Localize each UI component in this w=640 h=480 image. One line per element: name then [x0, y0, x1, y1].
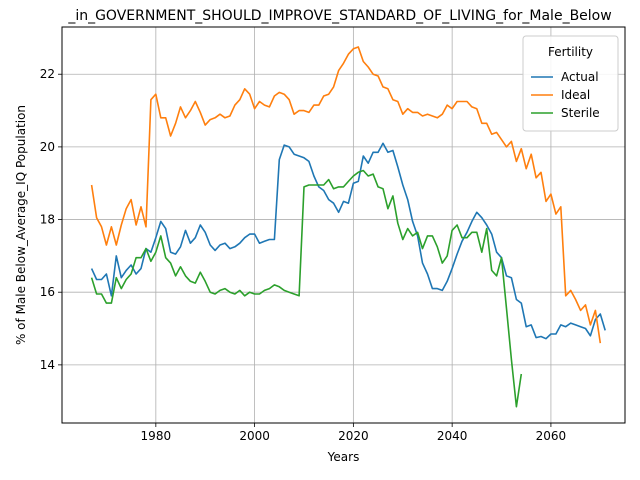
y-tick-label: 18 [40, 213, 55, 227]
series-line-sterile [90, 169, 523, 408]
x-axis-ticks: 1980 2000 2020 2040 2060 [141, 423, 567, 443]
legend-label-ideal: Ideal [561, 88, 590, 102]
y-tick-label: 14 [40, 358, 55, 372]
x-axis-label: Years [327, 450, 360, 464]
y-axis-ticks: 14 16 18 20 22 [40, 67, 62, 372]
legend-label-actual: Actual [561, 70, 599, 84]
y-tick-label: 20 [40, 140, 55, 154]
legend-box [522, 35, 619, 132]
x-tick-label: 2000 [239, 429, 270, 443]
series-layer [90, 46, 606, 408]
series-line-ideal [90, 46, 602, 344]
plot-frame [61, 26, 626, 424]
x-tick-label: 2020 [338, 429, 369, 443]
x-tick-label: 1980 [141, 429, 172, 443]
series-line-actual [90, 142, 606, 340]
legend-title: Fertility [548, 45, 593, 59]
x-tick-label: 2040 [437, 429, 468, 443]
x-tick-label: 2060 [536, 429, 567, 443]
y-axis-label: % of Male Below_Average_IQ Population [14, 105, 28, 345]
legend: Fertility Actual Ideal Sterile [522, 35, 619, 132]
legend-label-sterile: Sterile [561, 106, 600, 120]
y-tick-label: 16 [40, 285, 55, 299]
chart-title: _in_GOVERNMENT_SHOULD_IMPROVE_STANDARD_O… [67, 8, 611, 24]
y-tick-label: 22 [40, 67, 55, 81]
